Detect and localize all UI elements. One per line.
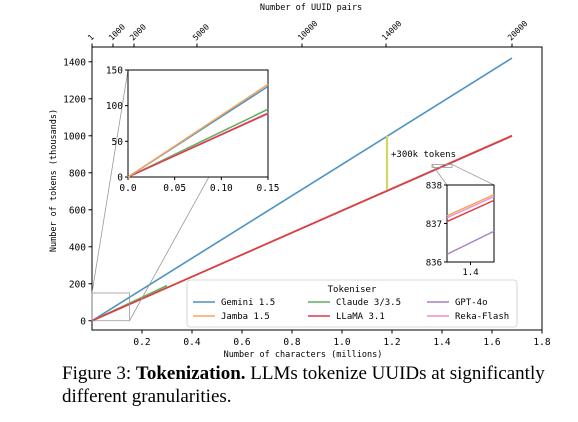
inset-origin-x-tick-label: 0.05 bbox=[163, 183, 186, 194]
top-tick-label: 20000 bbox=[506, 19, 530, 43]
inset-origin-y-tick-label: 0 bbox=[117, 173, 123, 184]
legend: Tokeniser Gemini 1.5 Jamba 1.5 Claude 3/3.5… bbox=[186, 279, 518, 328]
top-axis-label: Number of UUID pairs bbox=[260, 3, 362, 13]
y-tick-label: 0 bbox=[80, 316, 86, 327]
top-tick-label: 5000 bbox=[191, 22, 211, 42]
inset-origin-line-jamba-1-5 bbox=[127, 83, 269, 178]
x-axis-label: Number of characters (millions) bbox=[224, 350, 383, 360]
inset-end-plot: 1.4 836 837 838 bbox=[426, 182, 495, 278]
x-tick-label: 0.4 bbox=[183, 337, 200, 348]
top-tick-label: 1000 bbox=[107, 22, 127, 42]
y-tick-label: 1000 bbox=[63, 131, 86, 142]
y-tick-label: 200 bbox=[69, 279, 86, 290]
zoom-connector bbox=[431, 164, 448, 186]
inset-origin-x-tick-label: 0.0 bbox=[119, 183, 136, 194]
x-tick-label: 0.6 bbox=[233, 337, 250, 348]
main-plot-frame bbox=[91, 46, 543, 331]
annotation-label: +300k tokens bbox=[391, 150, 456, 160]
inset-origin-line-llama-3-1 bbox=[127, 112, 269, 178]
caption-label: Figure 3: bbox=[62, 363, 132, 384]
y-tick-label: 1200 bbox=[63, 94, 86, 105]
caption-bold: Tokenization. bbox=[135, 363, 246, 384]
y-tick-label: 400 bbox=[69, 242, 86, 253]
tokenization-figure: 0.2 0.4 0.6 0.8 1.0 1.2 1.4 1.6 1.8 Number of cha… bbox=[49, 3, 551, 360]
x-tick-label: 1.8 bbox=[533, 337, 550, 348]
figure-caption: Figure 3: Tokenization. LLMs tokenize UU… bbox=[62, 362, 562, 408]
zoom-region-origin bbox=[91, 292, 130, 322]
zoom-connector bbox=[451, 164, 495, 186]
inset-origin-y-tick-label: 100 bbox=[106, 101, 123, 112]
zoom-connector bbox=[91, 69, 129, 294]
top-tick-label: 14000 bbox=[380, 19, 404, 43]
top-tick-label: 1 bbox=[86, 33, 96, 43]
y-tick-label: 1400 bbox=[63, 57, 86, 68]
legend-title: Tokeniser bbox=[328, 285, 377, 295]
inset-origin-y-tick-label: 50 bbox=[112, 137, 124, 148]
top-tick-label: 2000 bbox=[128, 22, 148, 42]
x-tick-label: 1.2 bbox=[383, 337, 400, 348]
y-tick-label: 600 bbox=[69, 205, 86, 216]
zoom-region-end bbox=[431, 164, 453, 168]
inset-end-line-jamba-1-5 bbox=[446, 193, 495, 217]
legend-label: GPT-4o bbox=[455, 298, 488, 308]
inset-origin-y-tick-label: 150 bbox=[106, 66, 123, 77]
y-axis-label: Number of tokens (thousands) bbox=[49, 109, 59, 252]
tokenization-chart: 0.2 0.4 0.6 0.8 1.0 1.2 1.4 1.6 1.8 Number of cha… bbox=[49, 3, 551, 360]
inset-end-line-reka-flash bbox=[446, 195, 495, 219]
inset-end-y-tick-label: 836 bbox=[426, 259, 442, 269]
x-tick-label: 0.8 bbox=[283, 337, 300, 348]
inset-origin-plot: 0.0 0.05 0.10 0.15 0 50 100 150 bbox=[106, 66, 280, 195]
x-tick-label: 1.4 bbox=[433, 337, 450, 348]
x-tick-label: 0.2 bbox=[133, 337, 150, 348]
series-line-gemini-1-5 bbox=[91, 57, 513, 322]
x-tick-label: 1.6 bbox=[483, 337, 500, 348]
y-tick-label: 800 bbox=[69, 168, 86, 179]
legend-label: Claude 3/3.5 bbox=[336, 298, 401, 308]
main-plot: 0.2 0.4 0.6 0.8 1.0 1.2 1.4 1.6 1.8 Number of cha… bbox=[49, 3, 551, 360]
inset-end-y-tick-label: 837 bbox=[426, 220, 442, 230]
legend-label: LLaMA 3.1 bbox=[336, 312, 385, 322]
legend-label: Gemini 1.5 bbox=[221, 298, 275, 308]
inset-end-line-llama-3-1 bbox=[446, 199, 495, 223]
series-line-llama-3-1 bbox=[91, 135, 513, 322]
inset-end-x-tick-label: 1.4 bbox=[462, 268, 478, 278]
top-tick-label: 10000 bbox=[296, 19, 320, 43]
inset-origin-x-tick-label: 0.10 bbox=[210, 183, 233, 194]
legend-label: Reka-Flash bbox=[455, 312, 509, 322]
legend-label: Jamba 1.5 bbox=[221, 312, 270, 322]
caption-text: LLMs tokenize UUIDs at significantly dif… bbox=[62, 363, 545, 407]
inset-end-y-tick-label: 838 bbox=[426, 182, 442, 192]
inset-end-line-gpt-4o bbox=[446, 230, 495, 255]
inset-origin-x-tick-label: 0.15 bbox=[257, 183, 280, 194]
x-tick-label: 1.0 bbox=[333, 337, 350, 348]
